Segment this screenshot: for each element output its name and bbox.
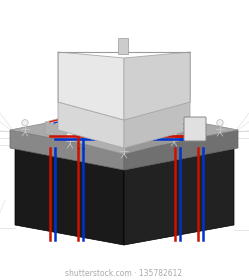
Polygon shape [45, 122, 124, 154]
Bar [118, 38, 128, 54]
Polygon shape [124, 52, 190, 120]
Polygon shape [45, 102, 200, 142]
Polygon shape [58, 52, 124, 102]
Circle shape [121, 142, 127, 148]
Polygon shape [58, 102, 124, 148]
Polygon shape [10, 108, 238, 152]
Polygon shape [124, 130, 238, 170]
Polygon shape [124, 133, 234, 245]
Polygon shape [58, 52, 124, 120]
Polygon shape [124, 102, 190, 148]
Polygon shape [124, 122, 200, 154]
Polygon shape [124, 52, 190, 102]
Circle shape [171, 130, 177, 136]
Polygon shape [15, 133, 124, 245]
Polygon shape [15, 113, 234, 153]
Polygon shape [10, 130, 124, 170]
Text: shutterstock.com · 135782612: shutterstock.com · 135782612 [65, 269, 183, 279]
FancyBboxPatch shape [184, 117, 206, 141]
Circle shape [67, 132, 73, 138]
Circle shape [22, 120, 28, 126]
Circle shape [217, 120, 223, 126]
